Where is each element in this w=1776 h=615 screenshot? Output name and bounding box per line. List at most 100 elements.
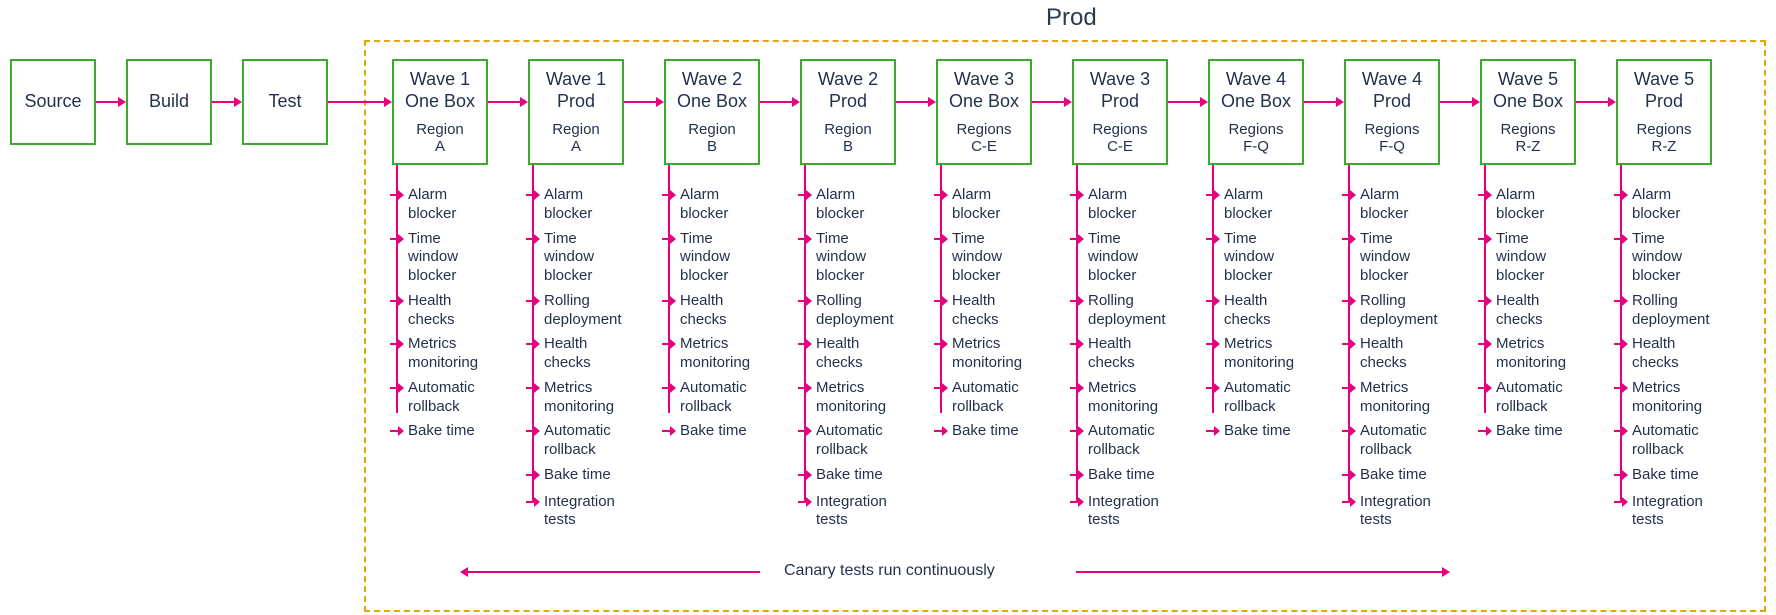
bullet-item: Integration tests [1070, 493, 1166, 531]
stage-title-l2: Prod [1645, 91, 1683, 113]
bullet-arrow-icon [662, 424, 676, 443]
stage-title-l1: Wave 4 [1226, 69, 1286, 91]
bullet-item: Automatic rollback [526, 422, 622, 460]
bullet-item: Automatic rollback [1342, 422, 1438, 460]
stage-w1p: Wave 1ProdRegion A [528, 59, 624, 165]
bullet-spine [1348, 186, 1350, 501]
stage-title: Source [24, 91, 81, 113]
bullet-item: Health checks [662, 292, 758, 330]
bullet-item: Health checks [934, 292, 1030, 330]
bullet-item: Automatic rollback [1070, 422, 1166, 460]
stage-source: Source [10, 59, 96, 145]
bullet-item: Health checks [1206, 292, 1302, 330]
flow-arrow [1440, 96, 1480, 108]
stage-title-l1: Wave 2 [682, 69, 742, 91]
stage-title-l2: One Box [949, 91, 1019, 113]
flow-arrow [1304, 96, 1344, 108]
stage-w4ob: Wave 4One Box Regions F-Q [1208, 59, 1304, 165]
footer-left-arrow [460, 566, 760, 578]
bullet-item: Time window blocker [1614, 230, 1710, 286]
bullet-item: Metrics monitoring [1070, 379, 1166, 417]
bullet-item: Time window blocker [526, 230, 622, 286]
bullet-item: Automatic rollback [1206, 379, 1302, 417]
bullet-text: Bake time [408, 422, 486, 441]
footer-label: Canary tests run continuously [784, 562, 995, 580]
bullet-text: Automatic rollback [816, 422, 894, 460]
bullet-text: Automatic rollback [1496, 379, 1574, 417]
bullet-item: Metrics monitoring [798, 379, 894, 417]
bullets-w2ob: Alarm blockerTime window blockerHealth c… [662, 186, 758, 449]
bullet-item: Bake time [798, 466, 894, 487]
bullet-arrow-icon [1478, 424, 1492, 443]
bullet-text: Alarm blocker [816, 186, 894, 224]
stage-w2p: Wave 2ProdRegion B [800, 59, 896, 165]
bullet-text: Automatic rollback [1632, 422, 1710, 460]
stage-subtitle: Region B [688, 121, 736, 155]
bullet-text: Alarm blocker [408, 186, 486, 224]
bullet-text: Rolling deployment [1360, 292, 1438, 330]
bullet-text: Metrics monitoring [1496, 335, 1574, 373]
stage-w5p: Wave 5ProdRegions R-Z [1616, 59, 1712, 165]
bullet-text: Time window blocker [1088, 230, 1166, 286]
bullet-text: Integration tests [544, 493, 622, 531]
bullet-text: Bake time [1224, 422, 1302, 441]
stage-subtitle: Regions F-Q [1228, 121, 1283, 155]
flow-arrow [1032, 96, 1072, 108]
flow-arrow [212, 96, 242, 108]
bullet-text: Automatic rollback [952, 379, 1030, 417]
stage-w2ob: Wave 2One Box Region B [664, 59, 760, 165]
bullet-item: Integration tests [1342, 493, 1438, 531]
bullet-item: Time window blocker [798, 230, 894, 286]
bullets-w3ob: Alarm blocker Time window blocker Health c… [934, 186, 1030, 449]
bullet-item: Metrics monitoring [526, 379, 622, 417]
stage-title-l2: One Box [1221, 91, 1291, 113]
bullet-text: Alarm blocker [952, 186, 1030, 224]
stage-title-l1: Wave 1 [546, 69, 606, 91]
bullet-text: Time window blocker [952, 230, 1030, 286]
bullet-item: Automatic rollback [934, 379, 1030, 417]
bullet-text: Integration tests [816, 493, 894, 531]
stage-w5ob: Wave 5One BoxRegions R-Z [1480, 59, 1576, 165]
bullet-item: Rolling deployment [1070, 292, 1166, 330]
stage-title-l2: One Box [677, 91, 747, 113]
stage-title-l1: Wave 4 [1362, 69, 1422, 91]
bullet-item: Health checks [390, 292, 486, 330]
bullet-item: Rolling deployment [798, 292, 894, 330]
stage-test: Test [242, 59, 328, 145]
stage-title-l2: Prod [1373, 91, 1411, 113]
bullet-text: Health checks [816, 335, 894, 373]
bullet-text: Alarm blocker [1496, 186, 1574, 224]
stage-title-l2: One Box [1493, 91, 1563, 113]
bullet-text: Rolling deployment [1088, 292, 1166, 330]
bullet-spine [668, 186, 670, 413]
bullet-item: Time window blocker [1070, 230, 1166, 286]
stage-title-l1: Wave 2 [818, 69, 878, 91]
bullet-text: Bake time [816, 466, 894, 485]
stage-title: Build [149, 91, 189, 113]
flow-arrow [624, 96, 664, 108]
bullet-item: Bake time [662, 422, 758, 443]
bullet-item: Metrics monitoring [1478, 335, 1574, 373]
bullet-text: Rolling deployment [544, 292, 622, 330]
bullet-text: Metrics monitoring [816, 379, 894, 417]
bullet-item: Metrics monitoring [390, 335, 486, 373]
bullet-text: Health checks [1360, 335, 1438, 373]
bullet-text: Time window blocker [1632, 230, 1710, 286]
bullet-item: Alarm blocker [662, 186, 758, 224]
bullet-text: Health checks [680, 292, 758, 330]
flow-arrow [1168, 96, 1208, 108]
stage-title-l1: Wave 5 [1498, 69, 1558, 91]
bullet-text: Health checks [1632, 335, 1710, 373]
stage-w1ob: Wave 1One BoxRegion A [392, 59, 488, 165]
bullet-spine [1212, 186, 1214, 413]
bullet-text: Bake time [1632, 466, 1710, 485]
stage-subtitle: Regions C-E [1092, 121, 1147, 155]
stage-w3ob: Wave 3One BoxRegions C-E [936, 59, 1032, 165]
bullet-item: Alarm blocker [1614, 186, 1710, 224]
bullet-text: Metrics monitoring [408, 335, 486, 373]
bullet-item: Bake time [1070, 466, 1166, 487]
bullet-item: Metrics monitoring [1614, 379, 1710, 417]
bullet-text: Automatic rollback [408, 379, 486, 417]
bullet-text: Health checks [1088, 335, 1166, 373]
bullet-text: Metrics monitoring [1224, 335, 1302, 373]
